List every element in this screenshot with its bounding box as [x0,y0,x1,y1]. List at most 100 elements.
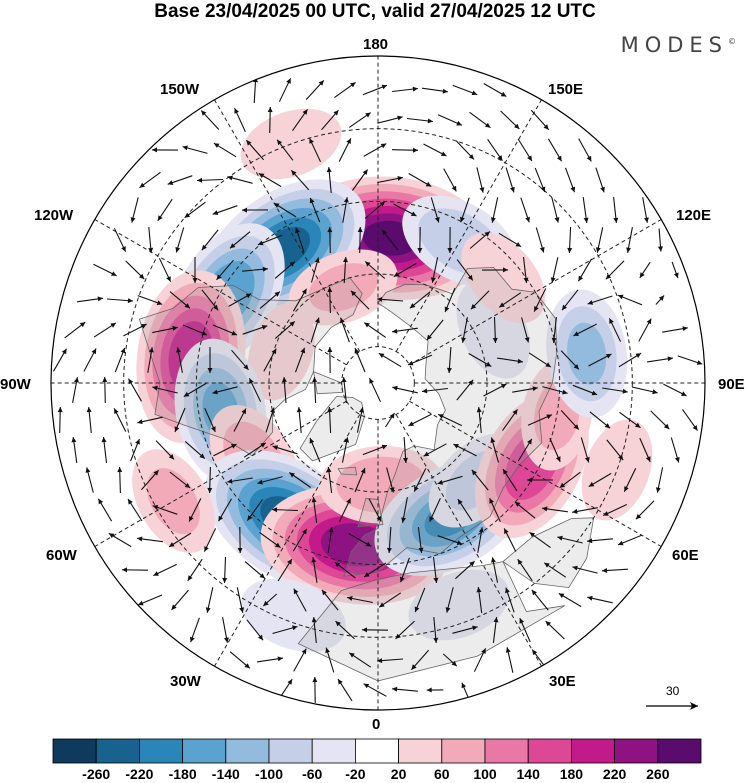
wind-vector [152,385,178,394]
wind-vector [245,139,265,161]
wind-vector [272,625,298,635]
wind-vectors [53,76,703,704]
wind-vector [190,617,200,643]
wind-vector [639,261,651,279]
wind-vector [86,407,92,433]
wind-vector [233,408,247,432]
wind-vector [311,557,318,583]
lon-label-120e: 120E [676,207,712,224]
wind-vector [505,167,515,193]
wind-vector [376,296,404,302]
wind-vector [639,437,651,463]
wind-vector [155,440,175,460]
wind-vector [602,504,628,516]
wind-vector [470,290,490,310]
wind-vector [437,114,463,126]
wind-vector [218,498,232,522]
wind-vector [64,321,86,339]
wind-vector [452,84,478,96]
wind-vector [638,318,652,342]
wind-vector [57,406,63,434]
wind-vector [312,376,318,404]
wind-vector [272,445,298,455]
wind-vector [276,139,294,161]
colorbar-tick-label: 140 [516,766,540,782]
wind-vector [469,111,491,129]
wind-vector [157,198,173,222]
wind-vector [72,377,79,403]
land-polygon [337,466,358,476]
wind-vector [547,138,563,162]
wind-vector [461,682,469,698]
wind-vector [101,437,108,463]
wind-vector [305,80,325,100]
wind-vector [229,651,251,669]
wind-vector [327,527,334,553]
colorbar-swatch [138,738,183,764]
wind-vector [682,409,698,431]
wind-vector [327,346,333,374]
colorbar-tick-label: -100 [254,766,284,782]
wind-vector [403,436,408,464]
wind-vector [169,471,191,489]
wind-vector [587,295,613,305]
wind-vector [528,352,552,368]
wind-vector [326,467,333,493]
lon-label-90w: 90W [0,376,31,393]
wind-vector [456,379,474,401]
wind-vector [93,263,117,277]
wind-vector [196,177,224,183]
wind-vector [236,587,245,613]
wind-vector [152,325,178,334]
wind-vector [476,587,483,613]
wind-vector [432,557,439,583]
wind-vector [361,627,389,633]
wind-vector [587,595,613,604]
wind-vector [551,197,560,223]
wind-vector [642,197,649,223]
wind-vector [468,353,492,367]
wind-vector [348,112,372,128]
wind-vector [483,383,507,397]
wind-vector [153,563,177,577]
colorbar-tick-label: -180 [168,766,197,782]
wind-vector [335,620,355,640]
wind-vector [257,656,283,663]
wind-vector [192,257,198,283]
wind-vector [127,498,143,522]
wind-vector [212,386,238,395]
wind-vector [201,229,219,251]
wind-vector [348,652,372,668]
colorbar-swatch [441,738,486,764]
wind-vector [311,617,317,643]
colorbar-swatch [182,738,227,764]
wind-vector [351,169,369,191]
lon-label-60w: 60W [46,547,77,564]
wind-vector [334,561,356,579]
wind-vector [327,226,333,254]
wind-vector [417,527,424,553]
lon-label-0: 0 [372,716,381,733]
colorbar-swatch [484,738,529,764]
wind-vector [362,444,388,456]
wind-vector [363,562,387,578]
wind-vector [293,648,307,672]
wind-vector [550,257,559,283]
wind-vector [426,687,444,693]
wind-vector [658,228,663,252]
wind-vector [350,290,370,310]
wind-vector [363,322,387,338]
wind-vector [492,617,499,643]
colorbar-swatch [527,738,572,764]
colorbar [52,738,702,764]
wind-vector [53,348,67,372]
wind-vector [376,658,404,664]
anomaly-contour [308,263,378,312]
wind-vector [312,676,318,704]
wind-vector [490,437,500,463]
lon-label-90e: 90E [718,376,745,393]
wind-vector [560,350,580,370]
lon-label-30w: 30W [170,673,201,690]
colorbar-tick-label: -220 [125,766,154,782]
wind-vector [205,587,214,613]
